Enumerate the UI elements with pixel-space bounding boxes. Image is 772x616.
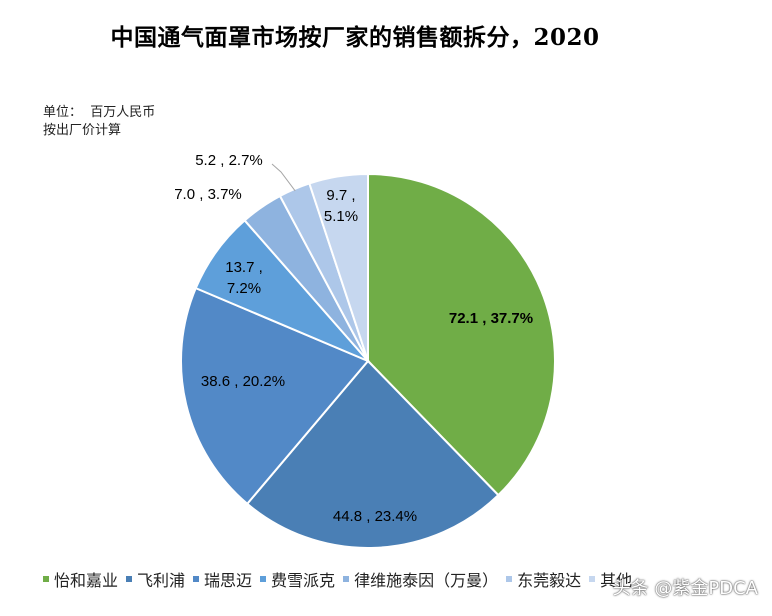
data-label-1: 72.1 , 37.7% [449, 310, 533, 327]
legend-item-2: 飞利浦 [126, 567, 185, 591]
legend-label: 东莞毅达 [517, 571, 582, 590]
pie-slice-1 [367, 172, 556, 497]
legend-label: 其他 [600, 571, 633, 590]
leader-line [271, 163, 296, 192]
data-label-4: 13.7 , 7.2% [225, 259, 263, 297]
data-label-3: 38.6 , 20.2% [201, 373, 285, 390]
chart-legend: 怡和嘉业 飞利浦 瑞思迈 费雪派克 律维施泰因（万曼） 东莞毅达 其他 [43, 566, 640, 592]
basis-line: 按出厂价计算 [43, 123, 122, 138]
legend-item-5: 律维施泰因（万曼） [343, 567, 498, 591]
legend-swatch [260, 576, 267, 582]
legend-swatch [126, 576, 133, 582]
watermark: 头条 @紫金PDCA [612, 578, 758, 599]
legend-item-3: 瑞思迈 [193, 567, 252, 591]
pie-slices [180, 172, 556, 549]
data-label-2: 44.8 , 23.4% [333, 508, 417, 525]
legend-swatch [193, 576, 200, 582]
pie-slice-2 [245, 359, 500, 549]
legend-item-6: 东莞毅达 [506, 567, 581, 591]
legend-swatch [343, 576, 350, 582]
legend-label: 怡和嘉业 [54, 571, 119, 590]
legend-label: 瑞思迈 [204, 571, 253, 590]
legend-label: 费雪派克 [271, 571, 336, 590]
legend-swatch [43, 576, 49, 582]
data-label-5: 7.0 , 3.7% [174, 186, 242, 203]
legend-label: 飞利浦 [137, 571, 186, 590]
data-label-7: 9.7 , 5.1% [324, 187, 358, 225]
legend-item-7: 其他 [589, 567, 632, 591]
pie-slice-7 [308, 172, 369, 362]
legend-swatch [589, 576, 596, 582]
unit-line: 单位： 百万人民币 [43, 105, 156, 120]
unit-note: 单位： 百万人民币 按出厂价计算 [43, 104, 155, 140]
data-label-6: 5.2 , 2.7% [195, 152, 263, 169]
legend-item-1: 怡和嘉业 [43, 567, 118, 591]
legend-swatch [506, 576, 513, 582]
legend-label: 律维施泰因（万曼） [354, 571, 499, 590]
legend-item-4: 费雪派克 [260, 567, 335, 591]
chart-title: 中国通气面罩市场按厂家的销售额拆分，2020 [110, 24, 600, 51]
